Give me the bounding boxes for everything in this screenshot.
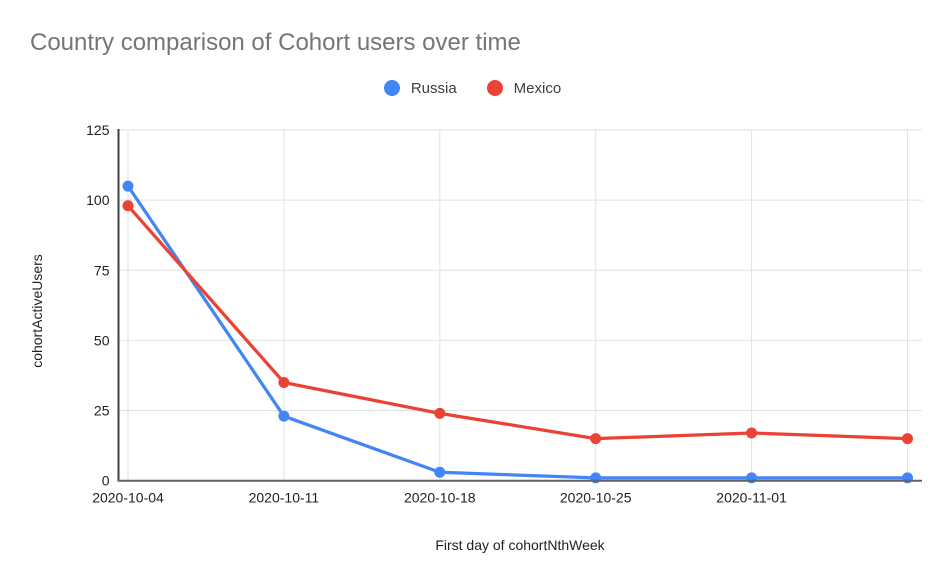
mexico-series-swatch-icon (486, 80, 503, 96)
legend-item-mexico[interactable]: Mexico (486, 79, 562, 97)
mexico-point[interactable] (902, 433, 913, 445)
mexico-line[interactable] (126, 204, 910, 441)
russia-series-swatch-icon (383, 80, 400, 96)
mexico-point[interactable] (590, 433, 602, 445)
russia-line[interactable] (126, 184, 910, 480)
legend-item-russia[interactable]: Russia (383, 79, 457, 97)
russia-point[interactable] (434, 466, 446, 478)
mexico-point[interactable] (746, 427, 758, 439)
legend: Russia Mexico (0, 79, 945, 97)
russia-point[interactable] (122, 180, 134, 192)
y-tick-label: 100 (86, 192, 110, 208)
mexico-point[interactable] (122, 200, 134, 212)
y-tick-label: 125 (86, 122, 110, 138)
x-tick-label: 2020-10-04 (92, 490, 164, 506)
legend-label-russia: Russia (410, 79, 457, 97)
chart-title: Country comparison of Cohort users over … (30, 29, 521, 56)
russia-point[interactable] (746, 472, 758, 484)
y-tick-label: 25 (94, 403, 110, 419)
y-tick-label: 0 (102, 473, 110, 489)
mexico-point[interactable] (434, 407, 446, 419)
x-axis-title: First day of cohortNthWeek (435, 537, 605, 553)
y-tick-label: 75 (94, 262, 110, 278)
russia-point[interactable] (278, 410, 290, 422)
y-tick-label: 50 (94, 332, 110, 348)
x-tick-label: 2020-11-01 (716, 490, 787, 506)
russia-point[interactable] (902, 472, 913, 484)
x-tick-label: 2020-10-18 (404, 490, 476, 506)
russia-point[interactable] (590, 472, 602, 484)
mexico-point[interactable] (278, 377, 290, 389)
legend-label-mexico: Mexico (513, 79, 562, 97)
x-tick-label: 2020-10-25 (560, 490, 632, 506)
x-tick-label: 2020-10-11 (249, 490, 320, 506)
